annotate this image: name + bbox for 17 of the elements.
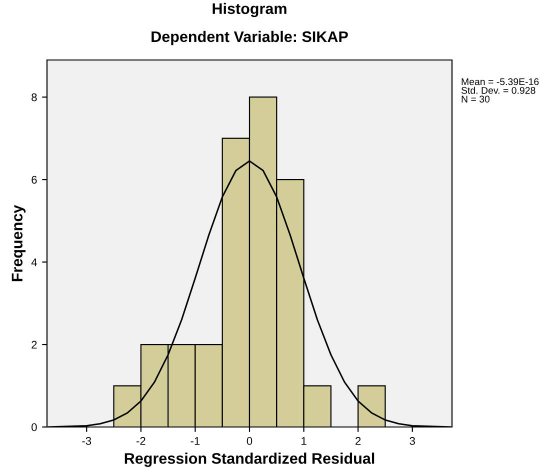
text: Mean = -5.39E-16 Std. Dev. = 0.928 N = 30 [461,78,539,103]
x-tick-label: 1 [302,437,306,445]
y-tick-label: 4 [31,258,37,266]
chart-subtitle: Dependent Variable: SIKAP [152,30,348,46]
x-tick-label: -3 [82,437,92,445]
x-axis-title: Regression Standardized Residual [124,452,374,467]
y-tick-label: 2 [32,340,37,349]
chart-title: Histogram [212,2,286,18]
x-tick-label: -1 [190,437,200,445]
y-axis-title: Frequency [12,204,26,282]
x-tick-label: 0 [246,437,252,445]
y-tick-label: 8 [32,93,37,102]
x-tick-label: -2 [136,437,146,445]
y-tick-label: 6 [32,176,37,184]
x-tick-label: 3 [410,437,415,445]
x-tick-label: 2 [356,437,361,445]
y-tick-label: 0 [32,423,37,432]
